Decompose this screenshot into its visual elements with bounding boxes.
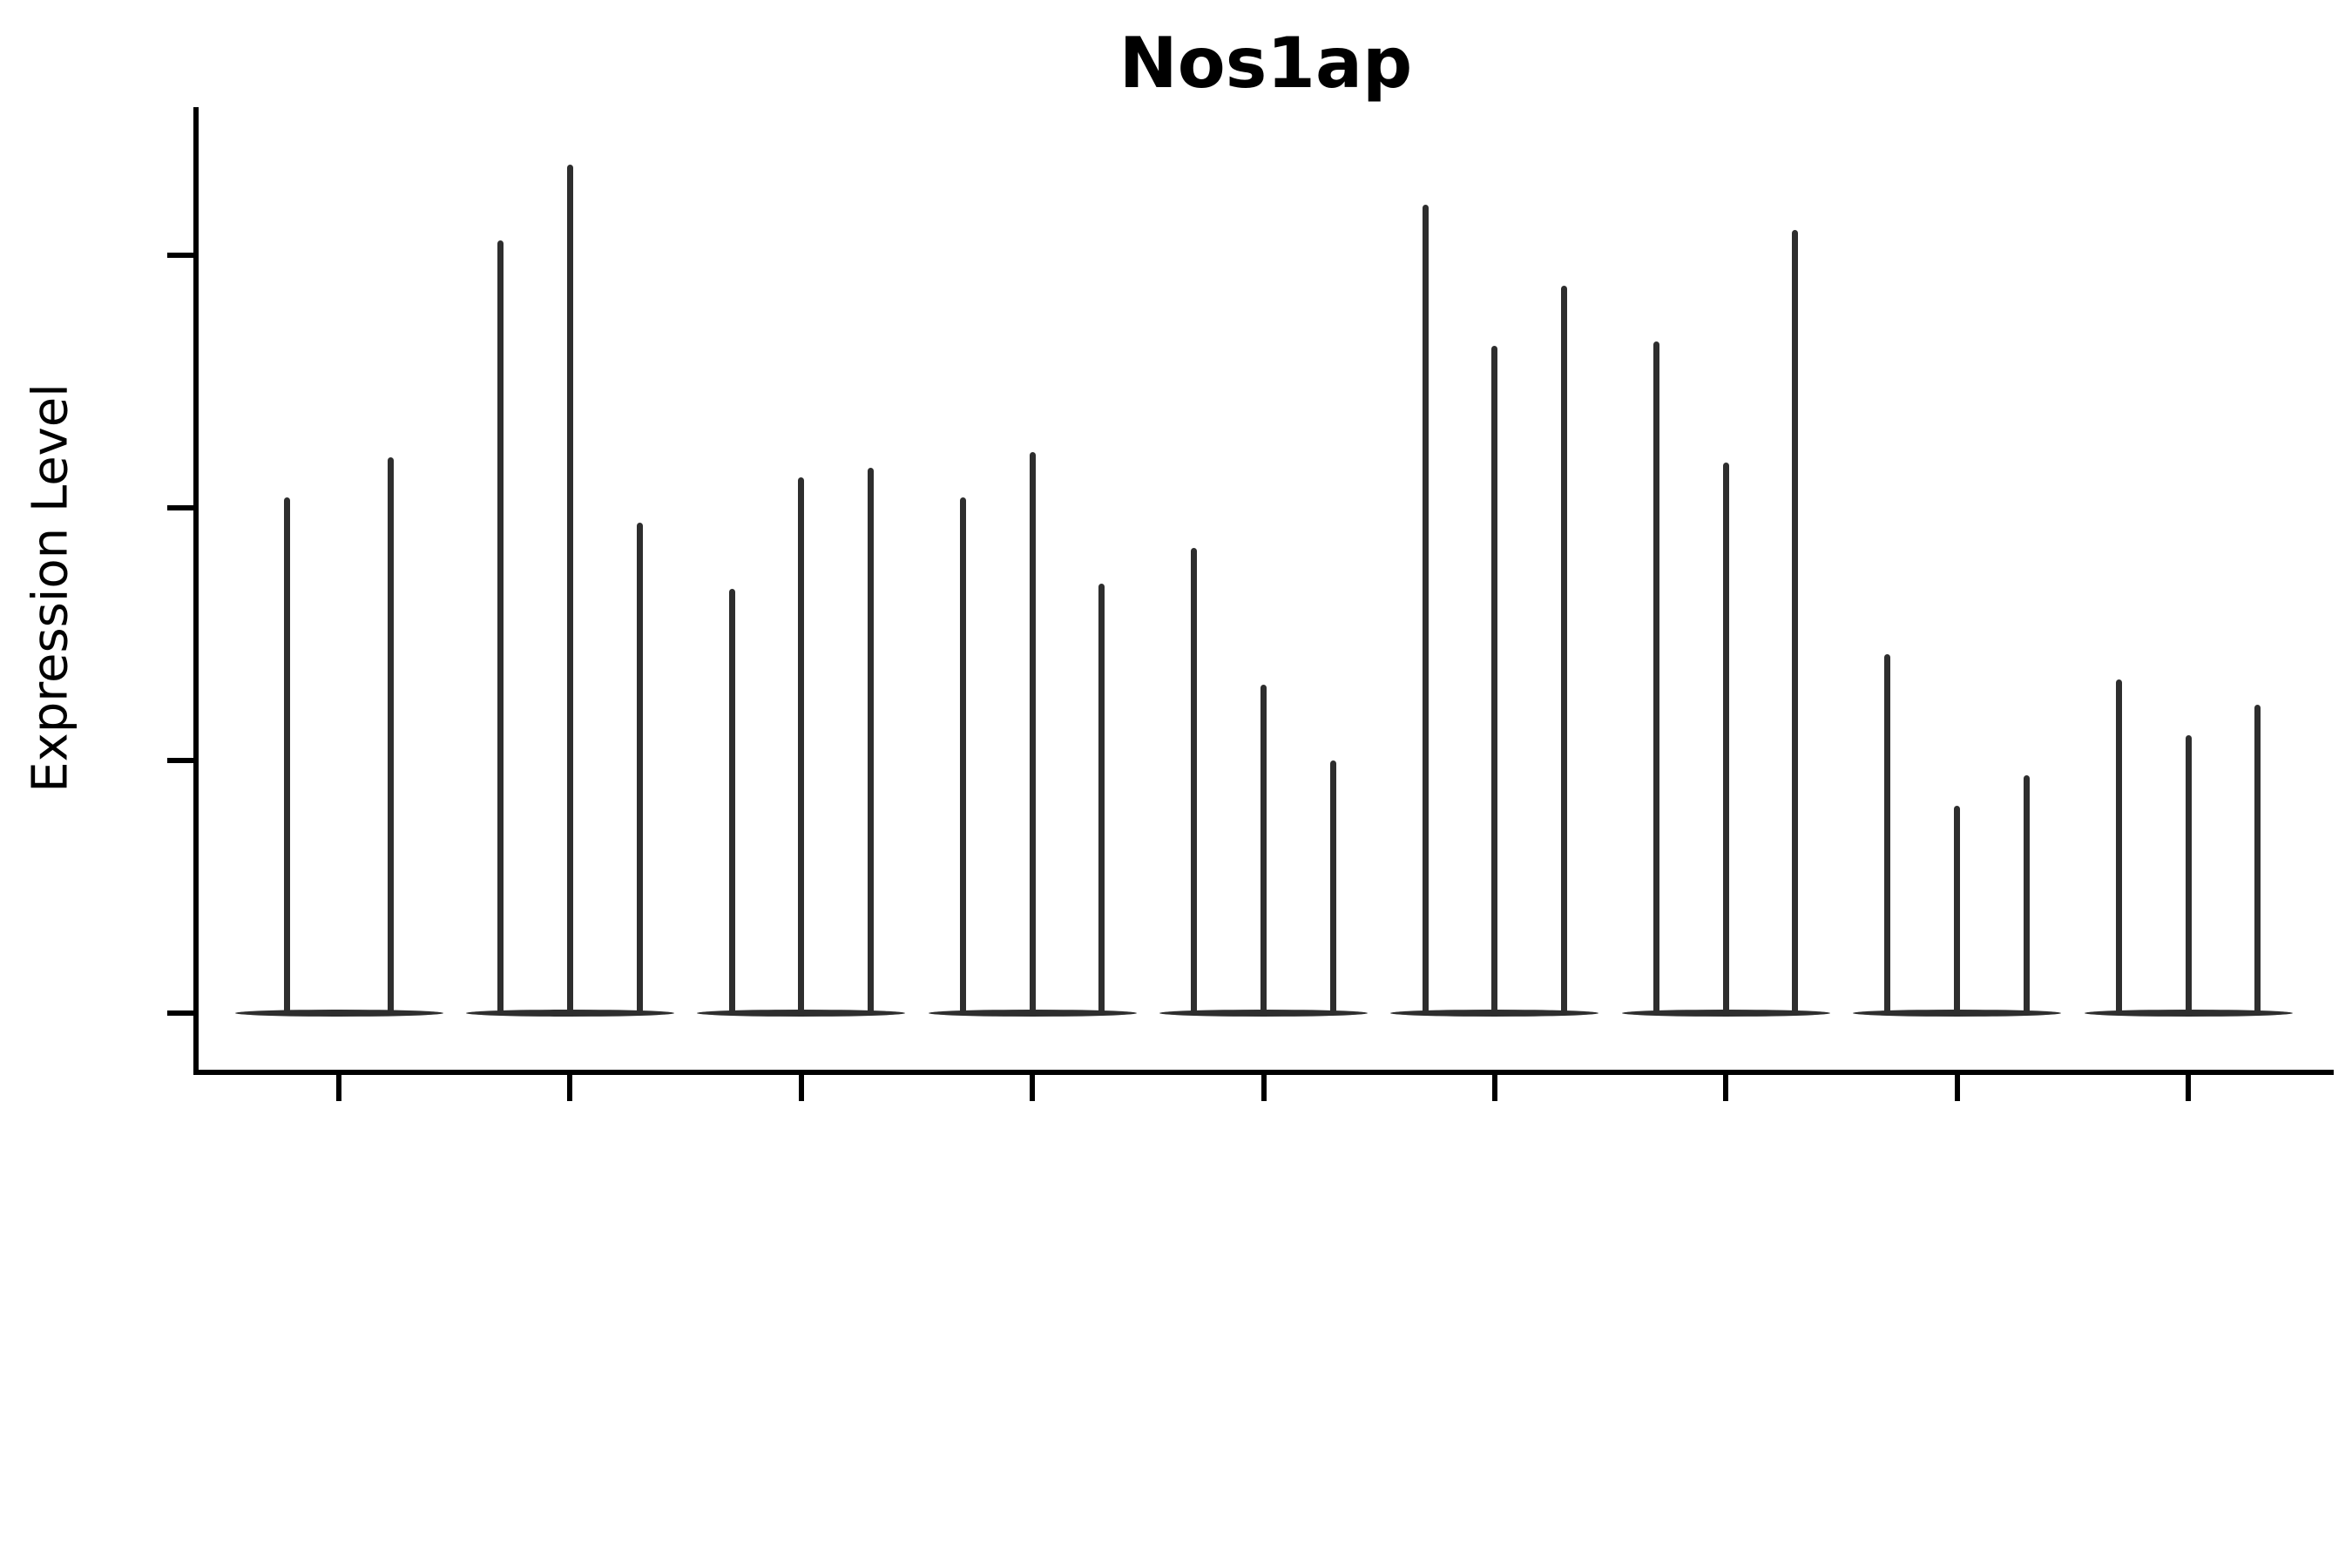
violin-spike <box>1260 685 1267 1015</box>
violin-spike <box>1098 584 1105 1015</box>
x-tick <box>336 1075 341 1101</box>
violin-spike <box>388 457 395 1015</box>
x-tick <box>567 1075 573 1101</box>
y-axis-label: Expression Level <box>22 383 79 793</box>
y-tick <box>167 1010 193 1016</box>
x-tick <box>1723 1075 1729 1101</box>
x-tick <box>798 1075 804 1101</box>
x-tick <box>1260 1075 1267 1101</box>
x-tick <box>1491 1075 1497 1101</box>
violin-spike <box>1491 346 1498 1015</box>
violin-spike <box>636 523 643 1015</box>
violin-spike <box>497 240 504 1015</box>
violin-spike <box>2115 679 2122 1015</box>
plot-title: Nos1ap <box>1119 23 1413 104</box>
violin-spike <box>1722 462 1729 1015</box>
violin-spike <box>1653 341 1660 1015</box>
violin-base <box>234 1010 443 1017</box>
violin-spike <box>566 164 573 1015</box>
violin-spike <box>283 497 290 1015</box>
violin-spike <box>1029 452 1036 1015</box>
y-tick <box>167 505 193 510</box>
x-tick <box>1030 1075 1036 1101</box>
violin-spike <box>867 467 874 1015</box>
violin-spike <box>1792 230 1799 1015</box>
violin-spike <box>1191 548 1198 1015</box>
violin-spike <box>798 477 805 1015</box>
violin-spike <box>1561 285 1568 1015</box>
violin-spike <box>1884 654 1891 1015</box>
x-tick <box>2186 1075 2191 1101</box>
violin-spike <box>728 588 735 1015</box>
violin-spike <box>1954 806 1961 1015</box>
x-tick <box>1954 1075 1960 1101</box>
violin-spike <box>2023 775 2030 1015</box>
violin-spike <box>2185 735 2192 1015</box>
violin-spike <box>959 497 966 1015</box>
y-tick <box>167 758 193 763</box>
violin-spike <box>1329 760 1336 1015</box>
x-axis-spine <box>193 1070 2334 1075</box>
violin-spike <box>2254 705 2261 1015</box>
violin-spike <box>1422 205 1429 1015</box>
y-tick <box>167 253 193 258</box>
y-axis-spine <box>193 107 199 1075</box>
